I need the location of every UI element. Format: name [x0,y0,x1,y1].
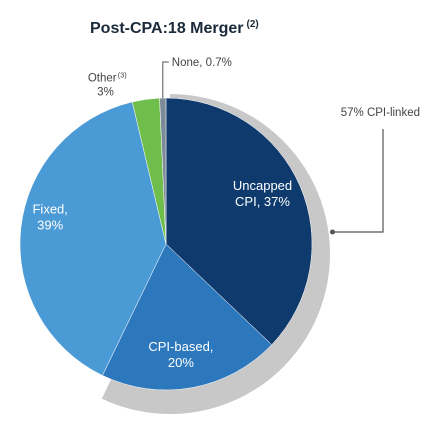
none-leader-line [162,61,169,98]
slice-labels: Uncapped CPI, 37% CPI-based, 20% Fixed, 39% Ot… [32,57,420,370]
slice-label-none: None, 0.7% [172,57,232,69]
chart-title: Post-CPA:18 Merger (2) [90,19,259,37]
pie-slices [19,97,313,391]
slice-label-fixed: Fixed, 39% [32,202,67,233]
slice-label-cpi-based: CPI-based, 20% [148,339,213,370]
chart-title-text: Post-CPA:18 Merger [90,20,244,37]
pie-slice-fixed [19,101,167,376]
chart-title-footnote: (2) [247,19,259,30]
pie-slice-cpi-based [102,243,273,391]
cpi-linked-connector-line [332,129,384,233]
pie-slice-uncapped-cpi [165,97,313,346]
cpi-linked-connector-dot [330,229,335,235]
cpi-linked-label: 57% CPI-linked [341,107,420,119]
slice-label-uncapped-cpi: Uncapped CPI, 37% [233,178,292,209]
slice-label-other: Other(3) 3% [88,70,127,98]
pie-slice-none [159,97,167,245]
